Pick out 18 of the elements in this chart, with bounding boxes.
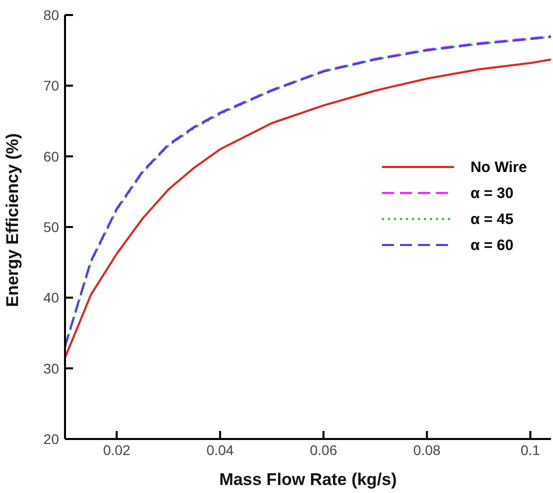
x-axis-title: Mass Flow Rate (kg/s) bbox=[219, 470, 397, 489]
y-tick-label: 30 bbox=[43, 360, 60, 376]
y-tick-label: 70 bbox=[43, 78, 60, 94]
legend-label: α = 30 bbox=[470, 184, 514, 202]
legend-label: No Wire bbox=[470, 158, 527, 176]
legend-label: α = 45 bbox=[470, 210, 514, 228]
y-tick-label: 60 bbox=[43, 148, 60, 164]
y-axis-title: Energy Efficiency (%) bbox=[3, 133, 22, 307]
y-tick-label: 80 bbox=[43, 6, 60, 23]
x-tick-label: 0.08 bbox=[413, 442, 441, 458]
x-tick-label: 0.06 bbox=[310, 442, 338, 458]
y-tick-label: 50 bbox=[43, 218, 60, 235]
y-tick-label: 20 bbox=[43, 430, 60, 447]
x-tick-label: 0.02 bbox=[103, 442, 131, 458]
legend-label: α = 60 bbox=[470, 236, 514, 254]
x-tick-label: 0.1 bbox=[520, 442, 540, 458]
y-tick-label: 40 bbox=[43, 290, 60, 306]
x-tick-label: 0.04 bbox=[206, 442, 234, 458]
